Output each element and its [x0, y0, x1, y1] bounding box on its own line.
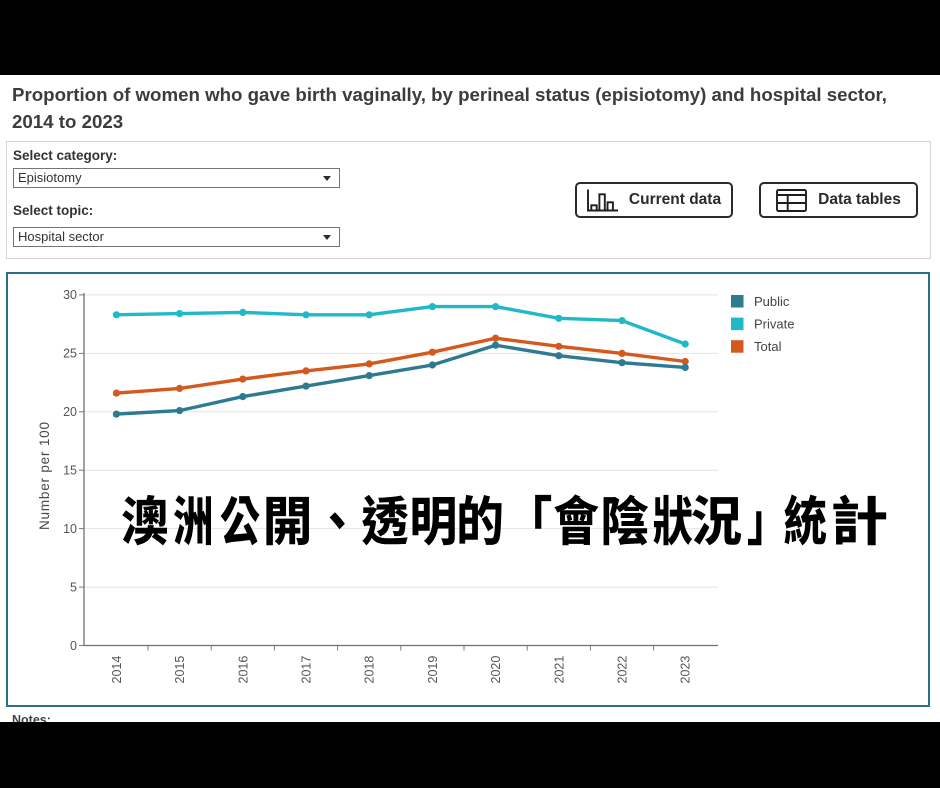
svg-text:2018: 2018: [363, 656, 377, 684]
svg-text:2021: 2021: [552, 656, 566, 684]
svg-text:10: 10: [63, 522, 77, 536]
svg-text:0: 0: [70, 639, 77, 653]
svg-text:2014: 2014: [110, 656, 124, 684]
svg-text:Public: Public: [754, 294, 790, 309]
svg-text:2020: 2020: [489, 656, 503, 684]
svg-text:15: 15: [63, 464, 77, 478]
svg-text:2015: 2015: [173, 656, 187, 684]
svg-text:Number per 100: Number per 100: [37, 421, 52, 530]
svg-text:20: 20: [63, 405, 77, 419]
svg-text:Total: Total: [754, 339, 782, 354]
svg-text:Private: Private: [754, 317, 794, 332]
svg-text:2022: 2022: [616, 656, 630, 684]
svg-text:2023: 2023: [679, 656, 693, 684]
svg-text:25: 25: [63, 347, 77, 361]
svg-text:2016: 2016: [236, 656, 250, 684]
svg-text:2017: 2017: [300, 656, 314, 684]
svg-text:2019: 2019: [426, 656, 440, 684]
svg-text:5: 5: [70, 580, 77, 594]
svg-text:30: 30: [63, 288, 77, 302]
